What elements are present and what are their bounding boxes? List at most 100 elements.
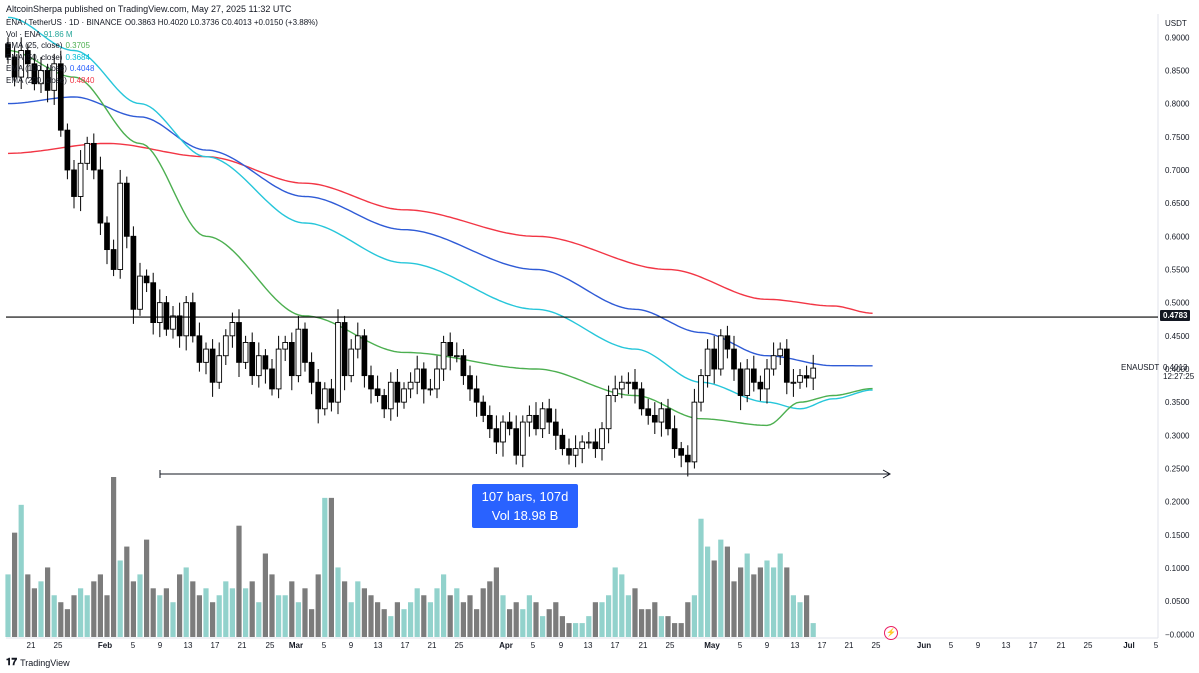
candle-body — [24, 50, 31, 65]
volume-bar — [262, 553, 268, 637]
x-tick-label: 9 — [349, 641, 354, 650]
volume-bar — [507, 609, 513, 637]
volume-bar — [441, 574, 447, 637]
volume-bar — [533, 602, 539, 637]
candle-body — [566, 448, 572, 456]
legend-row-volume[interactable]: Vol · ENA 91.86 M — [6, 29, 318, 41]
candle-body — [407, 381, 414, 390]
y-tick-label: 0.6500 — [1165, 199, 1190, 208]
volume-bar — [282, 595, 288, 637]
volume-bar — [216, 595, 222, 637]
x-tick-label: 17 — [1029, 641, 1038, 650]
volume-bar — [368, 595, 374, 637]
candle-body — [480, 401, 487, 416]
candle-body — [374, 388, 381, 396]
volume-bar — [18, 504, 24, 637]
x-tick-label: 21 — [428, 641, 437, 650]
volume-bar — [190, 581, 196, 637]
volume-bar — [295, 602, 301, 637]
candle-body — [196, 335, 203, 363]
legend-row-ema200[interactable]: EMA (200, close) 0.4840 — [6, 75, 318, 87]
volume-bar — [764, 560, 770, 637]
volume-bar — [97, 574, 103, 637]
volume-bar — [309, 609, 315, 637]
candle-body — [143, 275, 150, 284]
legend-row-ema50[interactable]: EMA (50, close) 0.3684 — [6, 52, 318, 64]
candle-body — [790, 381, 797, 384]
candle-body — [387, 381, 394, 410]
candle-body — [11, 56, 18, 78]
legend-value: 91.86 M — [43, 29, 73, 39]
volume-bar — [810, 623, 816, 637]
volume-bar — [744, 553, 750, 637]
candle-body — [209, 348, 216, 383]
x-tick-label: 21 — [1057, 641, 1066, 650]
legend-row-ema100[interactable]: EMA (100, close) 0.4048 — [6, 63, 318, 75]
volume-bar — [408, 602, 414, 637]
candle-body — [348, 348, 355, 377]
x-tick-label: 17 — [818, 641, 827, 650]
x-tick-label: 5 — [322, 641, 327, 650]
x-tick-label: 25 — [455, 641, 464, 650]
x-tick-label: 9 — [765, 641, 770, 650]
volume-bar — [658, 616, 664, 637]
candle-body — [486, 414, 493, 430]
y-tick-label: 0.1000 — [1165, 564, 1190, 573]
measure-info-box[interactable]: 107 bars, 107d Vol 18.98 B — [472, 484, 578, 528]
volume-bar — [751, 574, 757, 637]
x-tick-label: 21 — [27, 641, 36, 650]
candle-body — [183, 302, 190, 337]
candle-body — [665, 408, 671, 430]
y-tick-label: 0.7500 — [1165, 133, 1190, 142]
volume-bar — [302, 588, 308, 637]
candle-body — [453, 355, 460, 358]
candle-body — [341, 322, 348, 377]
volume-bar — [685, 602, 691, 637]
x-tick-label: May — [704, 641, 720, 650]
volume-bar — [487, 581, 493, 637]
candle-body — [282, 342, 289, 350]
x-tick-label: 5 — [531, 641, 536, 650]
volume-bar — [328, 497, 334, 637]
volume-bar — [157, 595, 163, 637]
indicator-legend[interactable]: ENA / TetherUS · 1D · BINANCE O0.3863 H0.… — [6, 17, 318, 86]
volume-bar — [342, 581, 348, 637]
x-tick-label: 13 — [374, 641, 383, 650]
candle-body — [90, 142, 97, 171]
flash-icon[interactable]: ⚡ — [884, 626, 898, 640]
volume-bar — [678, 623, 684, 637]
volume-bar — [375, 602, 381, 637]
volume-bar — [790, 595, 796, 637]
legend-label: EMA (100, close) — [6, 64, 67, 73]
volume-bar — [731, 581, 737, 637]
legend-row-ema25[interactable]: EMA (25, close) 0.3705 — [6, 40, 318, 52]
volume-bar — [130, 581, 136, 637]
candle-body — [810, 367, 817, 379]
volume-bar — [711, 560, 717, 637]
y-tick-label: 0.3500 — [1165, 398, 1190, 407]
x-tick-label: 5 — [131, 641, 136, 650]
candle-body — [440, 342, 447, 370]
candle-body — [770, 355, 777, 370]
legend-row-symbol[interactable]: ENA / TetherUS · 1D · BINANCE O0.3863 H0.… — [6, 17, 318, 29]
x-tick-label: 17 — [211, 641, 220, 650]
candle-body — [803, 375, 810, 379]
x-tick-label: 13 — [791, 641, 800, 650]
axis-currency: USDT — [1165, 19, 1187, 28]
volume-bar — [718, 539, 724, 637]
candle-body — [737, 368, 744, 396]
volume-bar — [84, 595, 90, 637]
candle-body — [170, 315, 176, 330]
candle-body — [698, 375, 704, 403]
volume-bar — [289, 581, 295, 637]
x-tick-label: 25 — [266, 641, 275, 650]
legend-label: Vol · ENA — [6, 29, 41, 39]
candle-body — [513, 428, 520, 456]
candle-body — [302, 328, 308, 363]
volume-bar — [12, 532, 18, 637]
candle-body — [315, 381, 322, 410]
volume-bar — [183, 567, 189, 637]
candle-body — [176, 315, 183, 337]
measure-bars-label: 107 bars, 107d — [481, 489, 569, 504]
